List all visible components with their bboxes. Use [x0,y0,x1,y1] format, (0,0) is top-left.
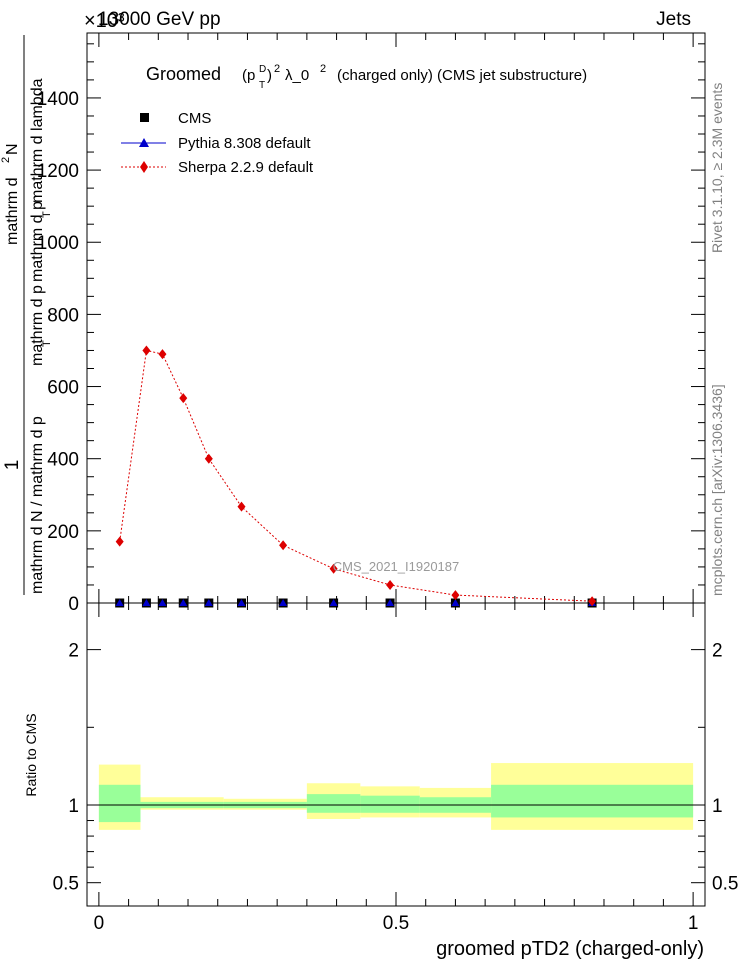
sherpa-point [115,536,124,547]
title-sym-lambda: λ_0 [285,67,309,84]
sherpa-point [142,345,151,356]
sherpa-point [158,349,167,360]
sherpa-point [237,501,246,512]
ylabel-inner-a: mathrm d N / mathrm d p [29,416,46,594]
ylabel-den-n-wrap: N [4,143,21,155]
pythia-point [179,599,188,606]
pythia-point [237,599,246,606]
ylabel-inner-sub: T [41,340,53,347]
ratio-ytick-label: 1 [68,796,79,817]
main-ytick-label: 1200 [37,161,79,182]
ratio-frame [86,602,706,907]
main-ytick-label: 1000 [37,233,79,254]
ylabel-den-lambda-wrap: mathrm d lambda [29,78,46,203]
ylabel-den-top: mathrm d [4,177,21,245]
legend-marker-pythia [139,138,149,147]
data-markers [115,345,597,608]
ylabel-den-top-b: N [4,143,21,155]
title-rest: (charged only) (CMS jet substructure) [337,67,587,84]
ratio-xtick-label: 1 [688,913,699,934]
sherpa-point [329,563,338,574]
analysis-watermark: CMS_2021_I1920187 [333,559,460,574]
ylabel-inner: mathrm d N / mathrm d p [29,416,46,594]
pythia-point [386,599,395,606]
ylabel-den-bottom-b: mathrm d lambda [29,78,46,203]
title-sym-sub-t: T [259,80,265,91]
ratio-band-inner [98,784,141,823]
ylabel-den-bottom-sub-wrap: T [41,211,53,218]
header-energy: 13000 GeV pp [98,9,221,30]
title-sym-p: (p [242,67,255,84]
title-sym-sq2: 2 [320,63,326,75]
sherpa-point [279,540,288,551]
exponent-label: ×10³ [84,10,125,32]
legend-label-pythia: Pythia 8.308 default [178,135,311,152]
header-process: Jets [656,9,691,30]
ratio-band-inner [491,784,694,818]
pythia-point [279,599,288,606]
ratio-ytick-label-right: 0.5 [712,874,738,895]
ratio-band-inner [360,795,420,813]
main-y-axis-label: 1 mathrm d N / mathrm d p mathrm d p T m… [0,35,53,595]
title-sym-close: ) [267,67,272,84]
ylabel-inner-sub-wrap: T [41,340,53,347]
mcplots-label: mcplots.cern.ch [arXiv:1306.3436] [709,384,725,596]
title-sym-sup-d: D [259,64,266,75]
ratio-xtick-label: 0.5 [383,913,409,934]
ratio-ytick-label-right: 2 [712,641,723,662]
main-ytick-label: 600 [47,378,79,399]
x-axis-label: groomed pTD2 (charged-only) [436,938,704,960]
main-ytick-label: 800 [47,305,79,326]
pythia-point [115,599,124,606]
ratio-bands [98,763,694,830]
main-ytick-label: 1400 [37,89,79,110]
ylabel-den-bottom-a: mathrm d p [29,201,46,282]
ratio-xtick-label: 0 [94,913,105,934]
ylabel-den-sup-wrap: 2 [0,157,12,163]
sherpa-point [386,579,395,590]
sherpa-point [451,590,460,601]
ylabel-den-top-a: mathrm d [4,177,21,245]
title-sym-sq1: 2 [274,63,280,75]
pythia-point [142,599,151,606]
sherpa-point [179,393,188,404]
legend: CMS Pythia 8.308 default Sherpa 2.2.9 de… [121,110,314,176]
ratio-band-inner [306,794,361,813]
ratio-ytick-label: 0.5 [53,874,79,895]
ratio-y-label: Ratio to CMS [23,713,39,796]
ylabel-den-bottom-sub: T [41,211,53,218]
sherpa-point [588,596,597,607]
legend-label-cms: CMS [178,110,211,127]
ylabel-inner-b-wrap: mathrm d p [29,285,46,366]
ratio-axis-ticks: 0.5 0.5 1 1 2 2 0 0.5 1 [53,603,738,934]
main-axis-ticks: 0 200 400 600 800 1000 1200 1400 [37,33,705,615]
sherpa-point [204,453,213,464]
sherpa-series-line [119,349,593,602]
ylabel-den-top-sup: 2 [0,157,12,163]
main-ytick-label: 200 [47,522,79,543]
pythia-point [451,599,460,606]
title-main: Groomed [146,64,221,84]
ylabel-den-bottom-wrap: mathrm d p [29,201,46,282]
pythia-point [158,599,167,606]
main-ytick-label: 0 [68,594,79,615]
ratio-ytick-label: 2 [68,641,79,662]
legend-marker-sherpa [140,161,148,173]
sherpa-line [119,349,593,602]
ylabel-numerator: 1 [2,460,23,471]
ylabel-inner-b: mathrm d p [29,285,46,366]
legend-label-sherpa: Sherpa 2.2.9 default [178,159,314,176]
ratio-ytick-label-right: 1 [712,796,723,817]
legend-marker-cms [140,113,149,122]
main-ytick-label: 400 [47,450,79,471]
pythia-point [204,599,213,606]
pythia-point [329,599,338,606]
plot-title: Groomed (p D T ) 2 λ_0 2 (charged only) … [146,63,587,91]
rivet-version-label: Rivet 3.1.10, ≥ 2.3M events [709,83,725,253]
